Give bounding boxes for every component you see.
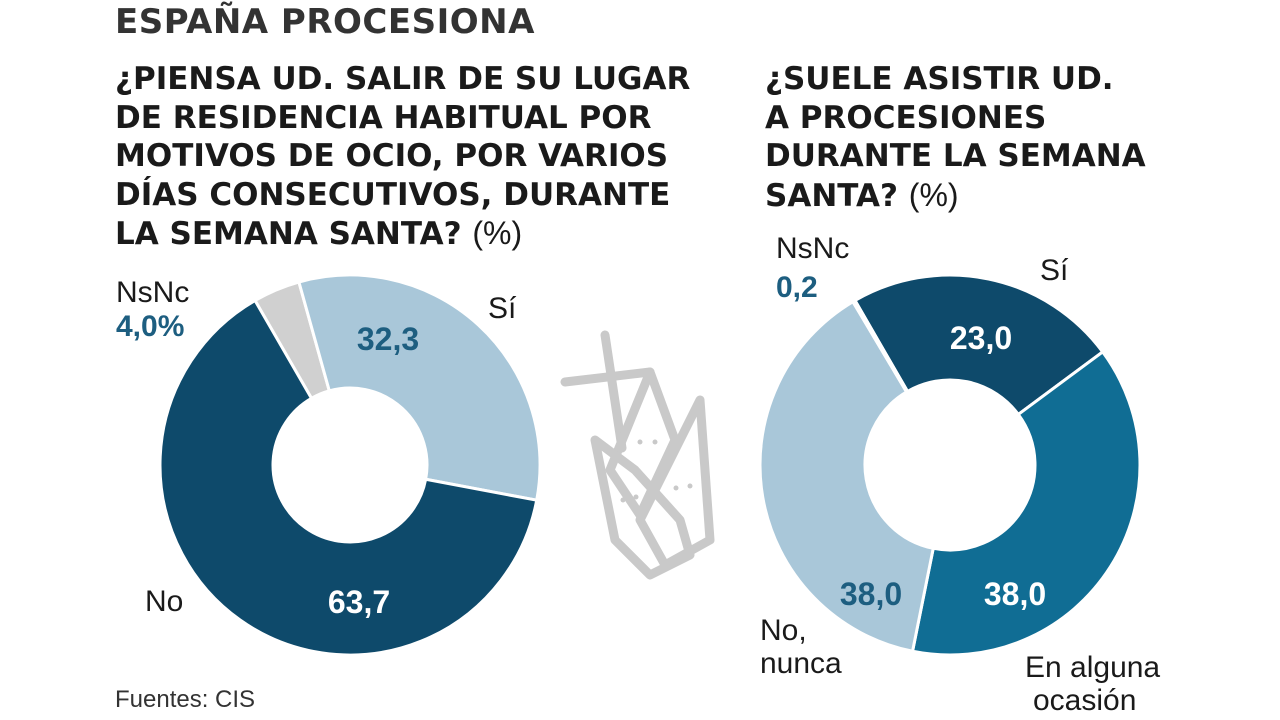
chart-2-title-text: ¿SUELE ASISTIR UD. A PROCESIONES DURANTE… (765, 61, 1146, 214)
capirote-left-icon (605, 367, 680, 520)
chart-1-title-text: ¿PIENSA UD. SALIR DE SU LUGAR DE RESIDEN… (115, 61, 691, 252)
chart-1-no-label: No (145, 585, 183, 618)
chart-2-no-nunca-label: No, nunca (760, 614, 842, 680)
eye-dot-icon (620, 497, 626, 503)
slice-en-alguna-ocasión (910, 349, 1142, 657)
chart-1-nsnc-value: 4,0% (116, 310, 184, 343)
eye-dot-icon (633, 494, 639, 500)
eye-dot-icon (652, 439, 658, 445)
chart-2-no-nunca-label-line2: nunca (760, 647, 842, 680)
chart-2-en-alguna-value: 38,0 (984, 576, 1046, 612)
source-note: Fuentes: CIS (115, 686, 256, 713)
chart-2-title: ¿SUELE ASISTIR UD. A PROCESIONES DURANTE… (765, 60, 1245, 215)
eye-dot-icon (637, 439, 643, 445)
slice-sí (852, 273, 1105, 417)
chart-2-en-alguna-label-line2: ocasión (1033, 684, 1136, 717)
chart-1-si-label: Sí (488, 292, 517, 325)
cross-horizontal-icon (560, 367, 655, 387)
chart-2-unit: (%) (908, 176, 959, 213)
cross-vertical-icon (600, 330, 627, 453)
capirote-right-icon (635, 395, 715, 570)
slice-sí (297, 273, 542, 502)
donut-chart-procesiones (758, 273, 1142, 657)
slice-no (158, 298, 539, 657)
chart-2-en-alguna-label: En alguna ocasión (1025, 651, 1168, 717)
chart-1-nsnc-label: NsNc (116, 276, 189, 309)
slice-nsnc (850, 298, 910, 394)
donut-chart-ocio (158, 273, 542, 657)
chart-2-nsnc-label: NsNc (776, 232, 849, 265)
chart-1-title: ¿PIENSA UD. SALIR DE SU LUGAR DE RESIDEN… (115, 60, 735, 254)
chart-2-no-nunca-label-line1: No, (760, 614, 807, 647)
chart-2-si-label: Sí (1040, 254, 1069, 287)
chart-1-no-value: 63,7 (328, 584, 390, 620)
nazareno-capirote-and-cross-icon (560, 330, 715, 580)
chart-1-unit: (%) (472, 215, 523, 251)
chart-2-no-nunca-value: 38,0 (840, 576, 902, 612)
chart-2-nsnc-value: 0,2 (776, 271, 818, 304)
slice-no-nunca (758, 299, 936, 654)
page-title: ESPAÑA PROCESIONA (115, 2, 535, 42)
chart-1-si-value: 32,3 (357, 321, 419, 357)
chart-2-en-alguna-label-line1: En alguna (1025, 651, 1160, 684)
eye-dot-icon (673, 485, 679, 491)
chart-2-si-value: 23,0 (950, 320, 1012, 356)
eye-dot-icon (687, 483, 693, 489)
